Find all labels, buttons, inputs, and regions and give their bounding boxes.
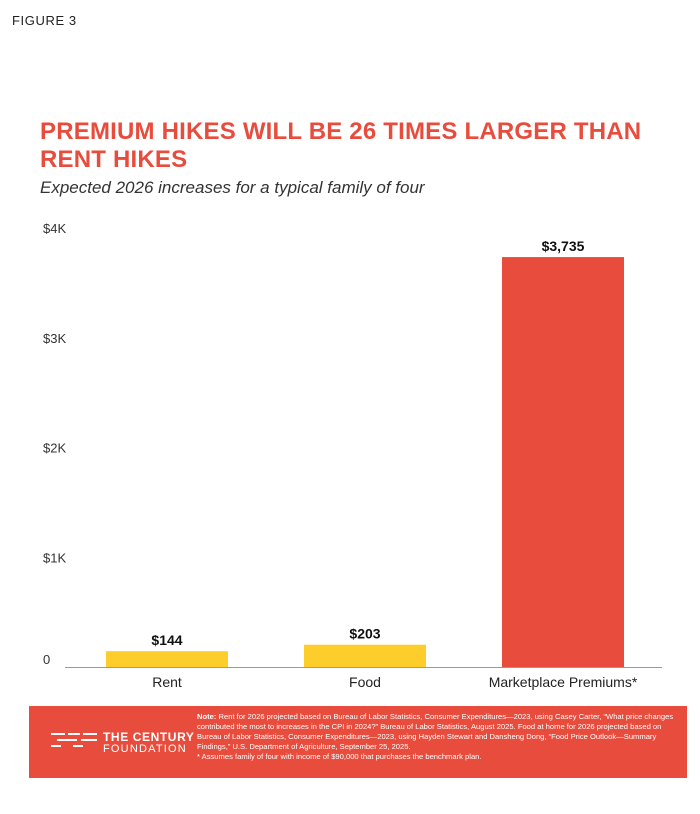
bar-chart: 0 $1K $2K $3K $4K $144 Rent $203 Food $3,735 Marke… bbox=[43, 221, 662, 690]
y-tick-label: $3K bbox=[43, 331, 66, 346]
x-tick-label: Marketplace Premiums* bbox=[489, 674, 638, 690]
logo-mark-icon bbox=[51, 733, 99, 749]
bar-value-label: $203 bbox=[349, 626, 380, 642]
asterisk-note: * Assumes family of four with income of … bbox=[197, 752, 482, 761]
note-text: Rent for 2026 projected based on Bureau … bbox=[197, 712, 674, 751]
y-tick-label: $4K bbox=[43, 221, 66, 236]
century-foundation-logo: THE CENTURY FOUNDATION bbox=[51, 730, 211, 758]
bar-value-label: $144 bbox=[151, 632, 182, 648]
bar-food bbox=[304, 644, 426, 667]
chart-subtitle: Expected 2026 increases for a typical fa… bbox=[40, 178, 425, 197]
x-tick-label: Rent bbox=[152, 674, 182, 690]
chart-title: PREMIUM HIKES WILL BE 26 TIMES LARGER TH… bbox=[40, 118, 642, 173]
y-tick-label: 0 bbox=[43, 652, 50, 667]
y-tick-label: $2K bbox=[43, 441, 66, 456]
x-tick-label: Food bbox=[349, 674, 381, 690]
figure-label: FIGURE 3 bbox=[12, 13, 77, 28]
bar-value-label: $3,735 bbox=[542, 238, 585, 254]
logo-subtitle: FOUNDATION bbox=[103, 743, 187, 755]
note-label: Note: bbox=[197, 712, 217, 721]
bar-rent bbox=[106, 651, 228, 667]
logo-name: THE CENTURY bbox=[103, 730, 195, 744]
footer-banner: THE CENTURY FOUNDATION Note: Rent for 20… bbox=[29, 706, 687, 778]
bar-marketplace-premiums bbox=[502, 257, 624, 667]
source-notes: Note: Rent for 2026 projected based on B… bbox=[197, 712, 681, 762]
y-tick-label: $1K bbox=[43, 550, 66, 565]
